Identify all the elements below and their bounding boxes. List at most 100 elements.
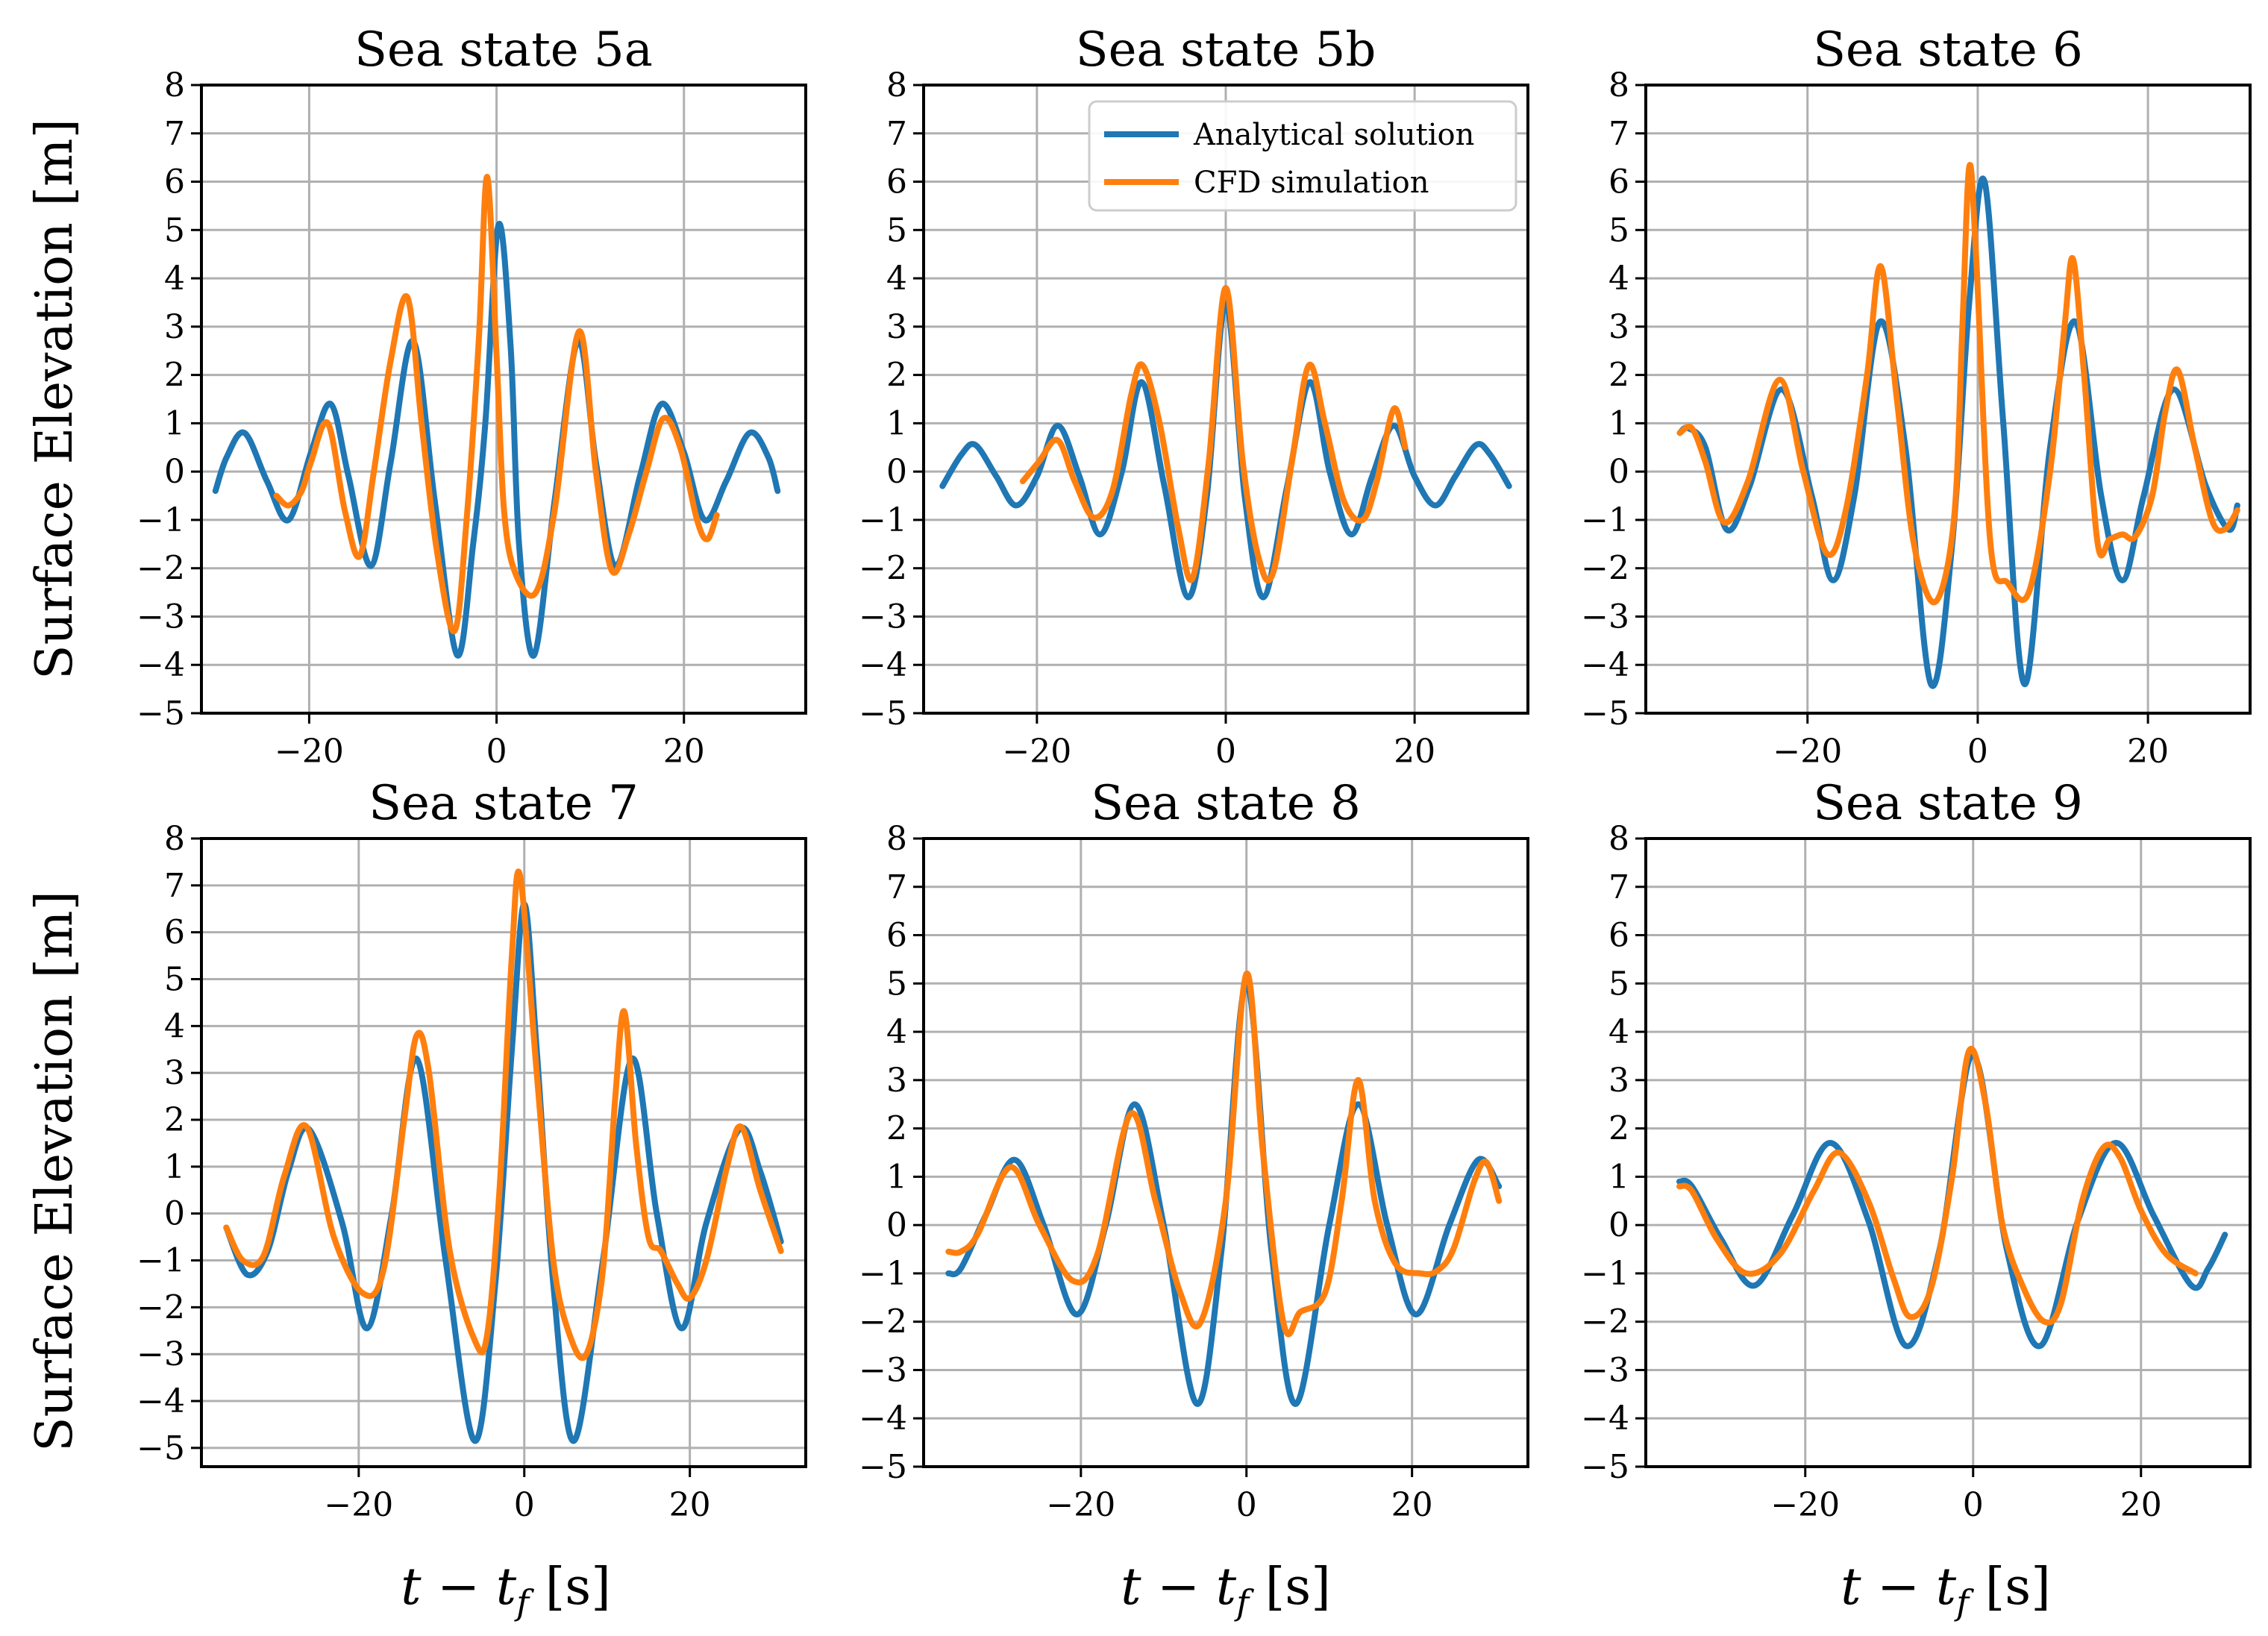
axes-frame	[1644, 84, 2252, 715]
y-tick-label: −1	[859, 501, 907, 539]
x-tick-label: −20	[275, 733, 344, 771]
y-tick-label: 8	[1608, 820, 1629, 858]
y-tick-label: 4	[886, 260, 907, 298]
y-tick-label: 2	[164, 357, 185, 395]
y-tick-label: 6	[886, 917, 907, 955]
y-tick-label: 8	[886, 66, 907, 104]
y-tick-label: −5	[1581, 1448, 1629, 1486]
x-tick-label: 20	[1391, 1486, 1433, 1524]
x-tick-label: −20	[1773, 733, 1842, 771]
y-tick-label: 5	[1608, 965, 1629, 1003]
y-tick-label: 4	[164, 1007, 185, 1045]
y-tick-label: 7	[886, 115, 907, 153]
x-axis-label-1-unit: [s]	[1249, 1558, 1331, 1617]
panel-0: −5 −4 −3 −2 −1 0 1 2 3 4 5 6 7 8 −20 0 20 Sea state 5a	[137, 22, 807, 771]
y-tick-label: 0	[164, 1195, 185, 1233]
y-tick-label: −4	[859, 1400, 907, 1438]
series-line-cfd	[273, 174, 720, 634]
series-line-analytical	[1676, 1053, 2228, 1350]
y-tick-label: −2	[1581, 1303, 1629, 1341]
y-tick-label: 7	[886, 868, 907, 906]
y-tick-label: −3	[1581, 1351, 1629, 1389]
y-tick-label: 6	[164, 163, 185, 201]
y-tick-label: 3	[886, 1062, 907, 1100]
y-tick-label: 5	[164, 961, 185, 999]
y-tick-label: 1	[1608, 1158, 1629, 1196]
y-tick-label: 2	[1608, 1110, 1629, 1148]
y-tick-label: 0	[1608, 453, 1629, 491]
axes-frame	[1644, 837, 2252, 1468]
y-tick-label: 1	[886, 1158, 907, 1196]
x-tick-label: −20	[324, 1486, 393, 1524]
y-tick-label: −1	[1581, 501, 1629, 539]
y-tick-label: 3	[1608, 1062, 1629, 1100]
series-line-analytical	[212, 220, 781, 659]
y-tick-label: 4	[164, 260, 185, 298]
x-tick-label: −20	[1046, 1486, 1115, 1524]
y-tick-label: −4	[1581, 1400, 1629, 1438]
x-axis-label-2: t − tf [s]	[1841, 1558, 2050, 1623]
y-tick-label: −5	[137, 695, 185, 733]
y-tick-label: 7	[1608, 868, 1629, 906]
x-tick-label: 0	[486, 733, 507, 771]
y-tick-label: 4	[1608, 260, 1629, 298]
legend-label: CFD simulation	[1194, 166, 1429, 200]
y-tick-label: −2	[137, 550, 185, 588]
y-tick-label: 2	[1608, 357, 1629, 395]
y-tick-label: 5	[886, 211, 907, 249]
y-tick-label: 6	[886, 163, 907, 201]
y-tick-label: −4	[137, 1382, 185, 1420]
legend-box	[1088, 100, 1517, 212]
y-tick-label: −3	[137, 598, 185, 636]
y-tick-label: 3	[164, 308, 185, 346]
x-axis-label-1-main: t − t	[1121, 1558, 1237, 1617]
y-tick-label: 1	[1608, 404, 1629, 442]
panel-1: −5 −4 −3 −2 −1 0 1 2 3 4 5 6 7 8 −20 0 20 Sea state 5b Ana…	[859, 22, 1529, 771]
y-tick-label: −1	[137, 501, 185, 539]
y-tick-label: 3	[1608, 308, 1629, 346]
y-tick-label: 0	[886, 453, 907, 491]
y-tick-label: 8	[164, 820, 185, 858]
y-tick-label: −4	[137, 646, 185, 684]
y-tick-label: 8	[886, 820, 907, 858]
axes-frame	[200, 84, 807, 715]
series-line-cfd	[1019, 285, 1409, 584]
y-tick-label: −3	[1581, 598, 1629, 636]
y-tick-label: −5	[1581, 695, 1629, 733]
y-tick-label: 5	[164, 211, 185, 249]
x-axis-label-2-main: t − t	[1841, 1558, 1957, 1617]
y-tick-label: 1	[164, 404, 185, 442]
y-tick-label: 1	[164, 1148, 185, 1186]
x-tick-label: 20	[663, 733, 705, 771]
x-tick-label: 0	[1236, 1486, 1257, 1524]
series-line-analytical	[939, 299, 1512, 601]
y-tick-label: −2	[859, 1303, 907, 1341]
y-tick-label: 0	[886, 1206, 907, 1244]
y-tick-label: 3	[886, 308, 907, 346]
y-tick-label: 8	[164, 66, 185, 104]
y-tick-label: 3	[164, 1054, 185, 1092]
y-tick-label: −1	[137, 1242, 185, 1280]
series-line-cfd	[1676, 162, 2240, 606]
y-tick-label: 6	[1608, 917, 1629, 955]
x-tick-label: 20	[1394, 733, 1435, 771]
panel-title: Sea state 8	[1091, 776, 1361, 831]
y-tick-label: −1	[1581, 1255, 1629, 1293]
x-axis-label-0-unit: [s]	[529, 1558, 611, 1617]
legend: Analytical solution CFD simulation	[1088, 100, 1517, 212]
panel-4: −5 −4 −3 −2 −1 0 1 2 3 4 5 6 7 8 −20 0 20 Sea state 8	[859, 776, 1529, 1524]
x-tick-label: 0	[514, 1486, 535, 1524]
series-line-cfd	[945, 971, 1503, 1338]
x-tick-label: 20	[669, 1486, 711, 1524]
y-tick-label: −5	[859, 695, 907, 733]
x-axis-label-0-main: t − t	[401, 1558, 517, 1617]
x-tick-label: 0	[1963, 1486, 1984, 1524]
y-tick-label: −5	[137, 1429, 185, 1467]
y-tick-label: 7	[1608, 115, 1629, 153]
y-tick-label: 4	[886, 1013, 907, 1051]
y-tick-label: −4	[859, 646, 907, 684]
y-tick-label: 1	[886, 404, 907, 442]
x-tick-label: 20	[2120, 1486, 2162, 1524]
y-tick-label: 2	[886, 357, 907, 395]
